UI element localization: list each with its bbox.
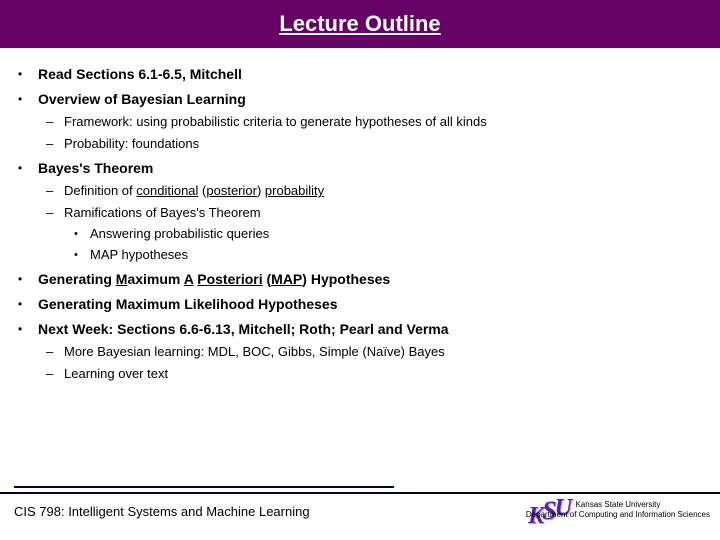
text-underline: posterior xyxy=(206,183,257,198)
bullet-text: Generating Maximum Likelihood Hypotheses xyxy=(38,295,338,313)
bullet-learning-over-text: – Learning over text xyxy=(46,365,702,382)
text-part: ) Hypotheses xyxy=(302,271,390,287)
title-bar: Lecture Outline xyxy=(0,0,720,48)
bullet-answering-queries: • Answering probabilistic queries xyxy=(74,226,702,242)
text-part: Generating xyxy=(38,271,116,287)
bullet-overview: • Overview of Bayesian Learning xyxy=(18,90,702,108)
bullet-generating-map: • Generating Maximum A Posteriori (MAP) … xyxy=(18,270,702,288)
text-part: aximum xyxy=(127,271,183,287)
footer-affiliation: Kansas State University Department of Co… xyxy=(526,500,710,520)
bullet-text: Ramifications of Bayes's Theorem xyxy=(64,204,261,221)
text-part: ) xyxy=(257,183,265,198)
bullet-read-sections: • Read Sections 6.1-6.5, Mitchell xyxy=(18,65,702,83)
bullet-dot-icon: • xyxy=(18,65,38,83)
bullet-text: MAP hypotheses xyxy=(90,247,188,263)
bullet-text: Next Week: Sections 6.6-6.13, Mitchell; … xyxy=(38,320,449,338)
dash-icon: – xyxy=(46,343,64,360)
text-underline: MAP xyxy=(271,271,302,287)
bullet-dot-icon: • xyxy=(74,247,90,263)
slide-title: Lecture Outline xyxy=(279,11,440,37)
bullet-dot-icon: • xyxy=(18,270,38,288)
bullet-text: More Bayesian learning: MDL, BOC, Gibbs,… xyxy=(64,343,445,360)
footer-university: Kansas State University xyxy=(526,500,710,510)
footer-department: Department of Computing and Information … xyxy=(526,510,710,520)
bullet-dot-icon: • xyxy=(18,320,38,338)
dash-icon: – xyxy=(46,204,64,221)
text-underline: P xyxy=(197,271,206,287)
bullet-text: Bayes's Theorem xyxy=(38,159,153,177)
bullet-dot-icon: • xyxy=(18,159,38,177)
bullet-text: Framework: using probabilistic criteria … xyxy=(64,113,487,130)
footer-course: CIS 798: Intelligent Systems and Machine… xyxy=(14,504,310,519)
text-part: ( xyxy=(263,271,272,287)
footer-rule xyxy=(14,486,394,488)
bullet-text: Definition of conditional (posterior) pr… xyxy=(64,182,324,199)
text-underline: M xyxy=(116,271,128,287)
text-part: Definition of xyxy=(64,183,136,198)
content-area: • Read Sections 6.1-6.5, Mitchell • Over… xyxy=(0,48,720,382)
bullet-framework: – Framework: using probabilistic criteri… xyxy=(46,113,702,130)
bullet-more-bayesian: – More Bayesian learning: MDL, BOC, Gibb… xyxy=(46,343,702,360)
bullet-generating-ml: • Generating Maximum Likelihood Hypothes… xyxy=(18,295,702,313)
dash-icon: – xyxy=(46,113,64,130)
text-underline: conditional xyxy=(136,183,198,198)
bullet-probability-foundations: – Probability: foundations xyxy=(46,135,702,152)
bullet-ramifications: – Ramifications of Bayes's Theorem xyxy=(46,204,702,221)
dash-icon: – xyxy=(46,365,64,382)
text-underline: A xyxy=(184,271,194,287)
dash-icon: – xyxy=(46,182,64,199)
footer: CIS 798: Intelligent Systems and Machine… xyxy=(0,492,720,540)
dash-icon: – xyxy=(46,135,64,152)
bullet-next-week: • Next Week: Sections 6.6-6.13, Mitchell… xyxy=(18,320,702,338)
bullet-dot-icon: • xyxy=(18,90,38,108)
text-underline: probability xyxy=(265,183,324,198)
bullet-map-hypotheses: • MAP hypotheses xyxy=(74,247,702,263)
bullet-text: Answering probabilistic queries xyxy=(90,226,269,242)
bullet-text: Generating Maximum A Posteriori (MAP) Hy… xyxy=(38,270,390,288)
bullet-text: Learning over text xyxy=(64,365,168,382)
text-underline: osteriori xyxy=(207,271,263,287)
bullet-dot-icon: • xyxy=(18,295,38,313)
bullet-text: Probability: foundations xyxy=(64,135,199,152)
slide: Lecture Outline • Read Sections 6.1-6.5,… xyxy=(0,0,720,540)
bullet-text: Overview of Bayesian Learning xyxy=(38,90,246,108)
bullet-dot-icon: • xyxy=(74,226,90,242)
bullet-text: Read Sections 6.1-6.5, Mitchell xyxy=(38,65,242,83)
bullet-definition-conditional: – Definition of conditional (posterior) … xyxy=(46,182,702,199)
bullet-bayes-theorem: • Bayes's Theorem xyxy=(18,159,702,177)
